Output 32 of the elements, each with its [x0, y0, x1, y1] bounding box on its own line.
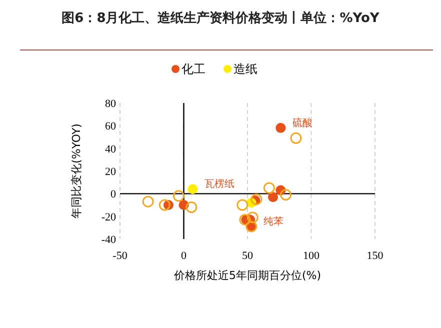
x-tick-label: 50 [242, 250, 254, 262]
point [142, 196, 154, 208]
annotation: 纯苯 [263, 216, 284, 228]
point [290, 132, 302, 144]
point [236, 199, 248, 211]
y-tick-label: 60 [105, 120, 116, 133]
chart-title: 图6：8月化工、造纸生产资料价格变动丨单位：%YoY [62, 10, 380, 26]
x-tick-label: 150 [366, 250, 384, 262]
point [172, 190, 184, 202]
y-tick-label: -20 [101, 211, 116, 224]
point [268, 192, 278, 202]
y-tick-label: 80 [105, 98, 116, 110]
y-tick-label: 40 [105, 143, 116, 156]
legend-label: 造纸 [234, 62, 258, 76]
point [188, 184, 198, 194]
x-tick-label: -50 [112, 250, 128, 262]
x-tick-label: 0 [181, 250, 187, 262]
x-axis-title: 价格所处近5年同期百分位(%) [172, 269, 322, 282]
point [263, 182, 275, 194]
point [158, 199, 170, 211]
annotation: 瓦楞纸 [204, 178, 235, 190]
point [246, 212, 258, 224]
y-tick-label: 20 [105, 166, 116, 178]
y-axis-title: 年同比变化(%YOY) [70, 124, 83, 218]
annotation: 硫酸 [292, 116, 313, 129]
x-tick-label: 100 [303, 250, 320, 262]
y-tick-label: -40 [101, 234, 116, 246]
point [280, 189, 292, 201]
point [186, 202, 198, 214]
point [276, 122, 286, 133]
legend-label: 化工 [182, 62, 206, 76]
y-tick-label: 0 [110, 188, 116, 201]
